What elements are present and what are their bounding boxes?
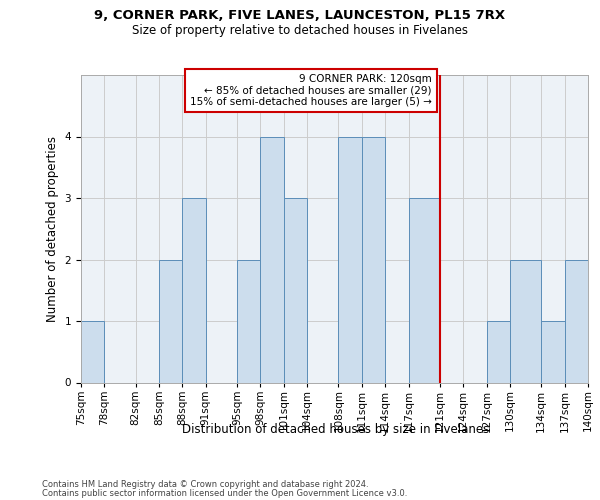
Text: Contains public sector information licensed under the Open Government Licence v3: Contains public sector information licen… xyxy=(42,488,407,498)
Bar xyxy=(565,260,588,382)
Bar xyxy=(409,198,440,382)
Bar xyxy=(81,321,104,382)
Bar xyxy=(362,136,385,382)
Bar xyxy=(260,136,284,382)
Text: 9 CORNER PARK: 120sqm
← 85% of detached houses are smaller (29)
15% of semi-deta: 9 CORNER PARK: 120sqm ← 85% of detached … xyxy=(190,74,432,107)
Bar xyxy=(541,321,565,382)
Bar xyxy=(487,321,510,382)
Bar xyxy=(588,321,600,382)
Text: Size of property relative to detached houses in Fivelanes: Size of property relative to detached ho… xyxy=(132,24,468,37)
Text: Distribution of detached houses by size in Fivelanes: Distribution of detached houses by size … xyxy=(182,422,490,436)
Bar xyxy=(338,136,362,382)
Bar xyxy=(159,260,182,382)
Bar xyxy=(182,198,206,382)
Bar xyxy=(510,260,541,382)
Text: 9, CORNER PARK, FIVE LANES, LAUNCESTON, PL15 7RX: 9, CORNER PARK, FIVE LANES, LAUNCESTON, … xyxy=(94,9,506,22)
Text: Contains HM Land Registry data © Crown copyright and database right 2024.: Contains HM Land Registry data © Crown c… xyxy=(42,480,368,489)
Bar xyxy=(237,260,260,382)
Bar xyxy=(284,198,307,382)
Y-axis label: Number of detached properties: Number of detached properties xyxy=(46,136,59,322)
